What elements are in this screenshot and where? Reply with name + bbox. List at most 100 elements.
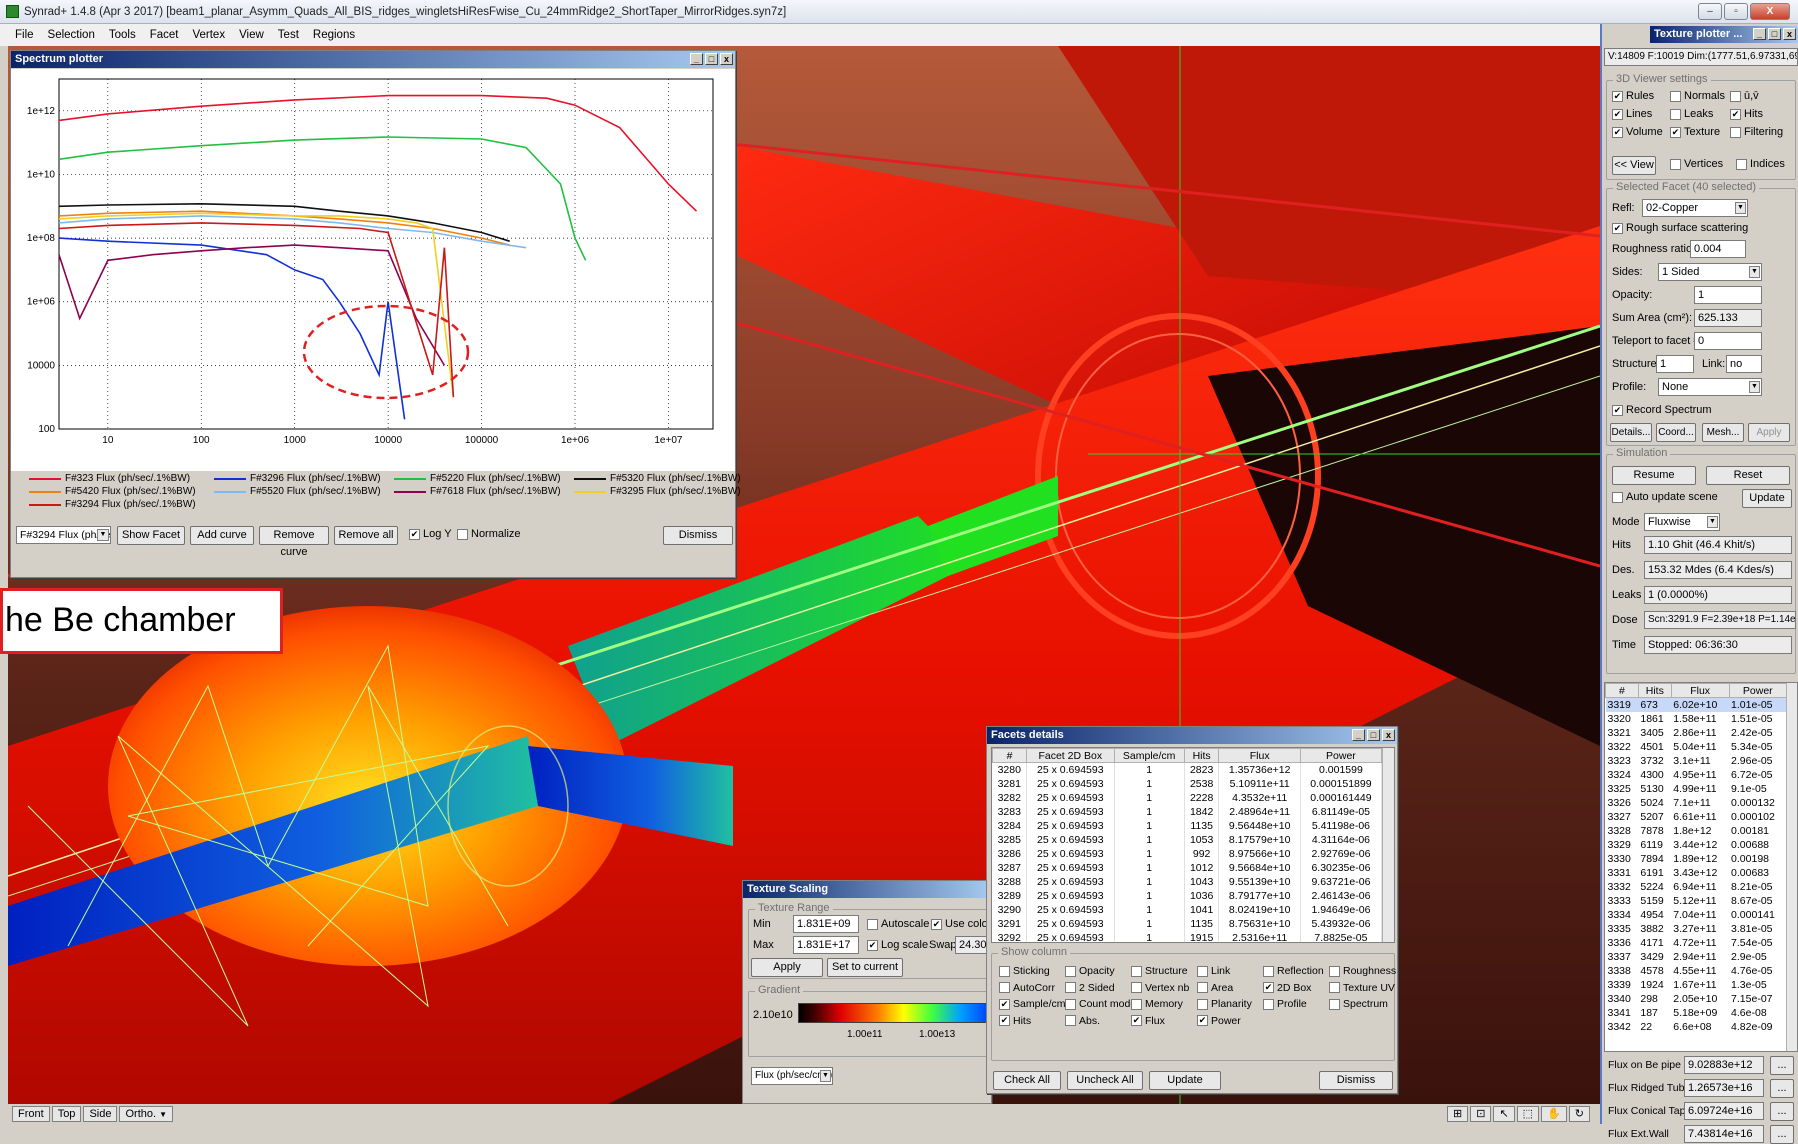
mode-combo[interactable]: Fluxwise ▼ [1644,513,1720,531]
projection-combo[interactable]: Ortho. ▼ [119,1106,174,1122]
remove-curve-button[interactable]: Remove curve [259,526,329,558]
rotate-icon[interactable]: ↻ [1568,1106,1590,1122]
table-row[interactable]: 3289 25 x 0.694593 1 1036 8.79177e+10 2.46143… [992,888,1383,903]
list-item[interactable]: 3321 3405 2.86e+11 2.42e-05 [1606,726,1787,740]
maximize-button[interactable]: ▫ [1724,3,1748,20]
viewer-checkbox[interactable]: ✔ Rules [1612,90,1655,102]
column-checkbox[interactable]: Opacity [1065,965,1115,977]
structure-input[interactable]: 1 [1656,355,1694,373]
list-item[interactable]: 3337 3429 2.94e+11 2.9e-05 [1606,950,1787,964]
viewer-checkbox[interactable]: ✔ Volume [1612,126,1663,138]
sim-update-button[interactable]: Update [1742,489,1792,508]
maximize-icon[interactable]: □ [1367,729,1380,741]
flux-more-button[interactable]: ... [1770,1102,1794,1121]
reset-button[interactable]: Reset [1706,466,1790,485]
resume-button[interactable]: Resume [1612,466,1696,485]
list-item[interactable]: 3332 5224 6.94e+11 8.21e-05 [1606,880,1787,894]
facet-apply-button[interactable]: Apply [1748,423,1790,442]
list-item[interactable]: 3328 7878 1.8e+12 0.00181 [1606,824,1787,838]
list-item[interactable]: 3330 7894 1.89e+12 0.00198 [1606,852,1787,866]
log-y-checkbox[interactable]: ✔ Log Y [409,528,452,540]
menu-file[interactable]: File [15,29,34,41]
facets-table-container[interactable]: # Facet 2D Box Sample/cm Hits Flux Power 3280… [991,747,1395,943]
viewer-checkbox[interactable]: ū,v̄ [1730,90,1759,102]
column-checkbox[interactable]: Spectrum [1329,998,1388,1010]
list-item[interactable]: 3320 1861 1.58e+11 1.51e-05 [1606,712,1787,726]
column-header[interactable]: # [992,748,1028,763]
table-row[interactable]: 3291 25 x 0.694593 1 1135 8.75631e+10 5.43932… [992,916,1383,931]
update-button[interactable]: Update [1149,1071,1221,1090]
list-item[interactable]: 3339 1924 1.67e+11 1.3e-05 [1606,978,1787,992]
column-checkbox[interactable]: Profile [1263,998,1307,1010]
list-item[interactable]: 3323 3732 3.1e+11 2.96e-05 [1606,754,1787,768]
roughness-input[interactable]: 0.004 [1690,240,1746,258]
set-to-current-button[interactable]: Set to current [827,958,903,977]
list-column-header[interactable]: Hits [1637,683,1672,698]
opacity-input[interactable]: 1 [1694,286,1762,304]
table-row[interactable]: 3280 25 x 0.694593 1 2823 1.35736e+12 0.00159… [992,762,1383,777]
column-checkbox[interactable]: ✔ Power [1197,1014,1241,1027]
check-all-button[interactable]: Check All [993,1071,1061,1090]
table-row[interactable]: 3286 25 x 0.694593 1 992 8.97566e+10 2.92769e… [992,846,1383,861]
min-input[interactable]: 1.831E+09 [793,915,859,933]
profile-combo[interactable]: None ▼ [1658,378,1762,396]
log-scale-checkbox[interactable]: ✔ Log scale [867,939,929,951]
menu-regions[interactable]: Regions [312,29,356,41]
max-input[interactable]: 1.831E+17 [793,936,859,954]
viewer-checkbox[interactable]: ✔ Hits [1730,108,1763,120]
list-item[interactable]: 3322 4501 5.04e+11 5.34e-05 [1606,740,1787,754]
viewer-checkbox[interactable]: Leaks [1670,108,1713,120]
list-item[interactable]: 3331 6191 3.43e+12 0.00683 [1606,866,1787,880]
column-header[interactable]: Facet 2D Box [1026,748,1115,763]
list-column-header[interactable]: Power [1728,683,1788,698]
table-row[interactable]: 3285 25 x 0.694593 1 1053 8.17579e+10 4.31164… [992,832,1383,847]
viewer-checkbox[interactable]: ✔ Lines [1612,108,1653,120]
add-curve-button[interactable]: Add curve [190,526,254,545]
column-checkbox[interactable]: ✔ Flux [1131,1014,1165,1027]
table-row[interactable]: 3284 25 x 0.694593 1 1135 9.56448e+10 5.41198… [992,818,1383,833]
column-checkbox[interactable]: AutoCorr [999,982,1055,994]
remove-all-button[interactable]: Remove all [334,526,398,545]
column-header[interactable]: Hits [1183,748,1220,763]
column-checkbox[interactable]: ✔ 2D Box [1263,981,1312,994]
pan-hand-icon[interactable]: ✋ [1541,1106,1567,1122]
uncheck-all-button[interactable]: Uncheck All [1067,1071,1143,1090]
front-view-button[interactable]: Front [12,1106,50,1122]
list-item[interactable]: 3335 3882 3.27e+11 3.81e-05 [1606,922,1787,936]
minimize-button[interactable]: – [1698,3,1722,20]
menu-facet[interactable]: Facet [149,29,179,41]
minimize-icon[interactable]: _ [1352,729,1365,741]
column-checkbox[interactable]: ✔ Sample/cm [999,998,1066,1010]
column-checkbox[interactable]: Planarity [1197,998,1252,1010]
table-row[interactable]: 3288 25 x 0.694593 1 1043 9.55139e+10 9.63721… [992,874,1383,889]
3d-viewport[interactable]: Spectrum plotter _ □ x 10 100 1000 10000 100… [8,46,1600,1104]
minimize-icon[interactable]: _ [690,53,703,65]
use-colors-checkbox[interactable]: ✔ Use colors [931,918,997,930]
auto-update-checkbox[interactable]: Auto update scene [1612,491,1718,503]
facets-dismiss-button[interactable]: Dismiss [1319,1071,1393,1090]
mesh-button[interactable]: Mesh... [1702,423,1744,442]
list-item[interactable]: 3329 6119 3.44e+12 0.00688 [1606,838,1787,852]
column-checkbox[interactable]: Vertex nb [1131,982,1189,994]
apply-button[interactable]: Apply [751,958,823,977]
maximize-icon[interactable]: □ [705,53,718,65]
menu-tools[interactable]: Tools [108,29,136,41]
list-item[interactable]: 3342 22 6.6e+08 4.82e-09 [1606,1020,1787,1034]
column-checkbox[interactable]: Sticking [999,965,1050,977]
close-icon[interactable]: x [1382,729,1395,741]
column-header[interactable]: Flux [1218,748,1301,763]
rough-scattering-checkbox[interactable]: ✔ Rough surface scattering [1612,222,1749,234]
column-header[interactable]: Sample/cm [1113,748,1185,763]
column-header[interactable]: Power [1299,748,1383,763]
normalize-checkbox[interactable]: Normalize [457,528,521,540]
menu-test[interactable]: Test [277,29,299,41]
indices-checkbox[interactable]: Indices [1736,158,1785,170]
table-row[interactable]: 3292 25 x 0.694593 1 1915 2.5316e+11 7.8825e-… [992,930,1383,942]
column-checkbox[interactable]: ✔ Hits [999,1014,1032,1027]
curve-combo[interactable]: F#3294 Flux (ph/se ▼ [16,526,111,544]
list-item[interactable]: 3334 4954 7.04e+11 0.000141 [1606,908,1787,922]
column-checkbox[interactable]: Reflection [1263,965,1324,977]
list-column-header[interactable]: Flux [1670,683,1730,698]
top-view-button[interactable]: Top [51,1106,82,1122]
select-icon[interactable]: ↖ [1493,1106,1515,1122]
